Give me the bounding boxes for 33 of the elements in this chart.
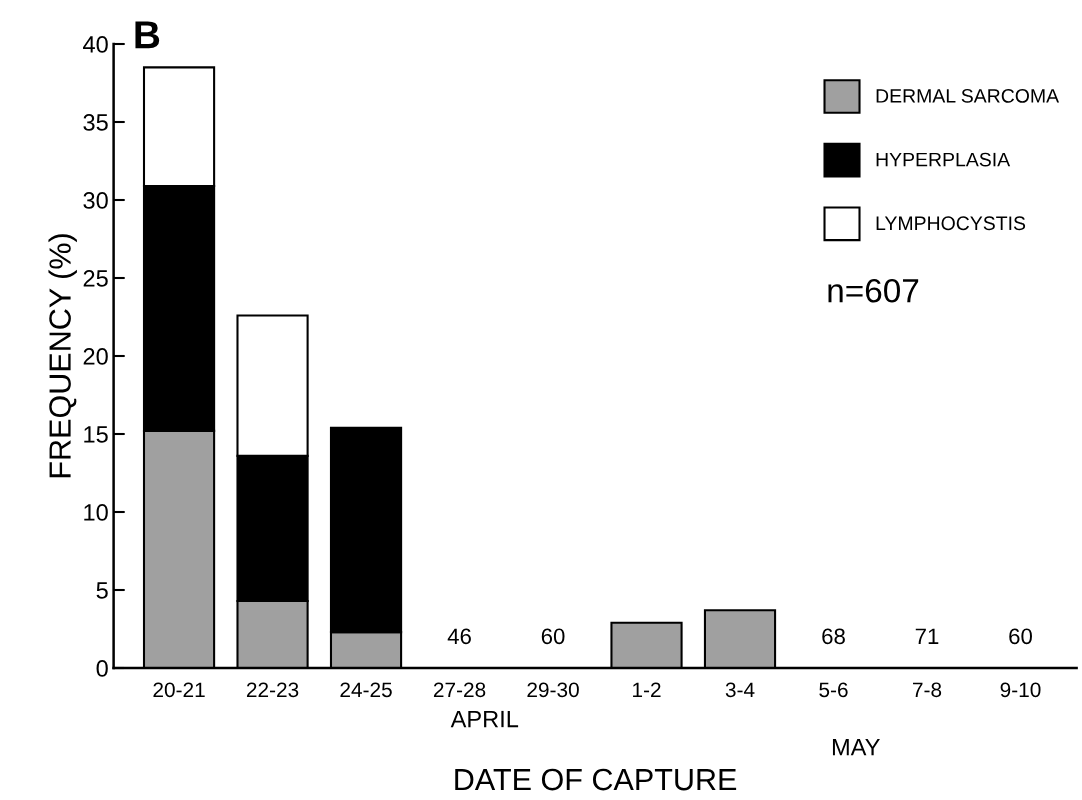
y-tick-label: 25 (83, 270, 108, 287)
legend-label: DERMAL SARCOMA (876, 89, 1060, 103)
chart-title: B (135, 21, 160, 49)
annotation: n=607 (828, 278, 919, 303)
x-tick-label: 7-8 (913, 682, 942, 698)
y-tick-label: 40 (83, 36, 108, 53)
annotation: 60 (541, 628, 565, 645)
x-tick-label: 9-10 (1000, 682, 1041, 698)
x-tick-label: 22-23 (246, 682, 299, 698)
y-tick-label: 5 (96, 582, 108, 599)
y-tick-label: 30 (83, 192, 108, 209)
y-tick-label: 35 (83, 114, 108, 131)
annotation: 71 (915, 628, 939, 644)
annotation: 46 (447, 628, 471, 645)
x-tick-label: 29-30 (527, 682, 579, 698)
y-tick-label: 15 (84, 426, 108, 443)
x-tick-label: 20-21 (153, 682, 205, 698)
x-tick-label: 24-25 (340, 682, 392, 698)
x-tick-label: 3-4 (725, 682, 755, 698)
y-tick-label: 10 (84, 504, 108, 521)
y-tick-label: 0 (96, 660, 108, 677)
y-tick-label: 20 (83, 348, 108, 365)
x-tick-label: 27-28 (433, 682, 486, 698)
legend-label: LYMPHOCYSTIS (876, 216, 1026, 231)
annotation: 68 (822, 628, 845, 645)
annotation: 60 (1009, 628, 1032, 645)
text: APRIL (450, 710, 519, 728)
text: MAY (832, 738, 880, 756)
x-axis-title: DATE OF CAPTURE (455, 768, 737, 791)
y-axis-title: FREQUENCY (%) (48, 234, 77, 478)
x-tick-label: 5-6 (819, 682, 848, 698)
legend-label: HYPERPLASIA (876, 152, 1011, 167)
x-tick-label: 1-2 (633, 682, 661, 697)
